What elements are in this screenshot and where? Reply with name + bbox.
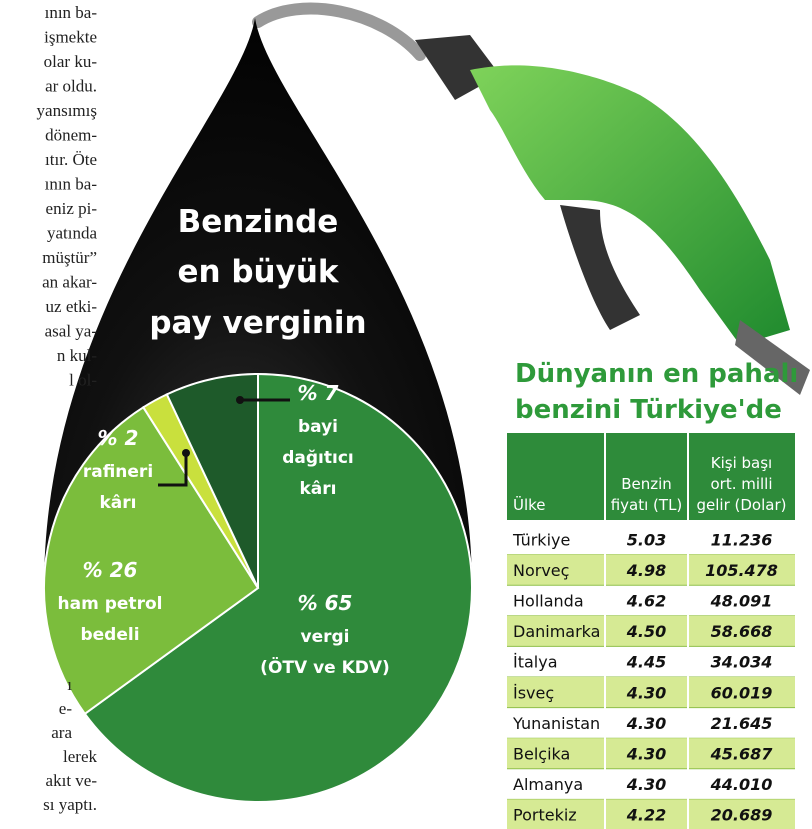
infographic: Benzinde en büyük pay verginin Dünyanın … [0, 0, 812, 829]
table-cell: İsveç [513, 683, 554, 702]
table-cell: 4.30 [626, 775, 666, 794]
data-label: % 65 [298, 591, 353, 615]
article-line: eniz pi- [46, 199, 98, 218]
column-header: fiyatı (TL) [611, 496, 683, 514]
article-line: olar ku- [44, 52, 98, 71]
table-cell: Hollanda [513, 592, 584, 611]
slice-label: bedeli [80, 625, 139, 645]
column-header: gelir (Dolar) [697, 496, 787, 514]
chart-title: en büyük [177, 254, 339, 290]
table-cell: 20.689 [711, 806, 773, 825]
article-line: yatında [47, 224, 97, 243]
column-header: Kişi başı [711, 454, 772, 472]
article-line: sı yaptı. [43, 795, 97, 814]
table-cell: Yunanistan [512, 714, 600, 733]
article-line: ar oldu. [45, 77, 97, 96]
article-line: dönem- [45, 126, 97, 145]
data-label: % 7 [298, 381, 339, 405]
slice-label: ham petrol [58, 594, 163, 614]
table-cell: Türkiye [512, 530, 570, 549]
table-cell: 4.50 [626, 622, 666, 641]
table-cell: 21.645 [711, 714, 773, 733]
table-cell: 4.98 [626, 561, 666, 580]
table-cell: 105.478 [705, 561, 778, 580]
article-line: ara [51, 723, 72, 742]
table-cell: 4.30 [626, 683, 666, 702]
data-label: % 2 [98, 426, 139, 450]
table-cell: Portekiz [513, 806, 577, 825]
table-cell: 4.30 [626, 714, 666, 733]
article-line: ıtır. Öte [45, 150, 97, 169]
article-line: ının ba- [45, 3, 98, 22]
table-cell: 4.62 [626, 592, 666, 611]
table-cell: 34.034 [711, 653, 773, 672]
article-line: n kul- [57, 346, 97, 365]
article-line: e- [59, 699, 73, 718]
table-cell: Danimarka [513, 622, 600, 641]
article-line: akıt ve- [46, 771, 98, 790]
chart-title: pay verginin [149, 305, 366, 341]
table-cell: 5.03 [627, 530, 666, 549]
article-line: l ol- [69, 371, 97, 390]
article-line: ının ba- [45, 175, 98, 194]
slice-label: bayi [298, 417, 338, 437]
table-cell: 60.019 [711, 683, 773, 702]
data-label: % 26 [83, 558, 138, 582]
table-cell: Belçika [513, 745, 570, 764]
slice-label: vergi [301, 627, 350, 647]
column-header: Ülke [513, 495, 546, 514]
table-cell: Norveç [513, 561, 569, 580]
slice-label: (ÖTV ve KDV) [260, 656, 390, 678]
table-title: Dünyanın en pahalı [515, 359, 798, 389]
slice-label: rafineri [83, 462, 153, 482]
table-cell: 45.687 [710, 745, 774, 764]
table-cell: İtalya [513, 653, 558, 672]
article-line: müştür” [42, 248, 97, 267]
table-cell: 44.010 [710, 775, 773, 794]
table-cell: Almanya [513, 775, 583, 794]
column-header: Benzin [621, 475, 672, 493]
chart-title: Benzinde [178, 204, 339, 240]
article-line: işmekte [44, 28, 97, 47]
slice-label: kârı [100, 493, 137, 513]
slice-label: dağıtıcı [282, 448, 354, 468]
article-line: uz etki- [46, 297, 98, 316]
table-title: benzini Türkiye'de [515, 395, 782, 425]
article-line: asal ya- [45, 322, 98, 341]
table-cell: 48.091 [710, 592, 773, 611]
article-line: an akar- [42, 273, 97, 292]
table-cell: 4.22 [626, 806, 666, 825]
slice-label: kârı [300, 479, 337, 499]
article-line: lerek [63, 747, 97, 766]
table-cell: 58.668 [711, 622, 773, 641]
table-cell: 4.45 [626, 653, 666, 672]
table-cell: 4.30 [626, 745, 666, 764]
table-cell: 11.236 [711, 530, 773, 549]
column-header: ort. milli [710, 475, 772, 493]
article-line: ı [67, 675, 72, 694]
article-line: yansımış [37, 101, 97, 120]
